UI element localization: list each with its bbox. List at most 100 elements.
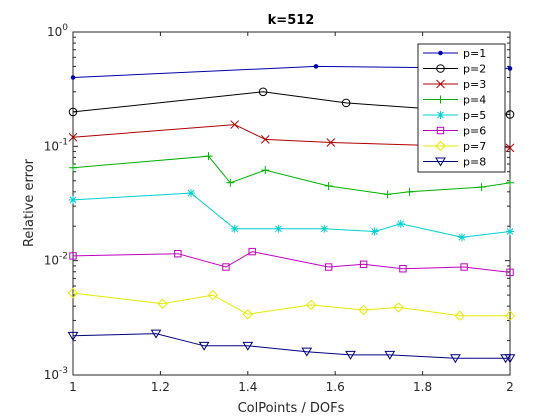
data-point <box>70 75 76 80</box>
y-tick-label: 100 <box>47 23 68 39</box>
x-tick-label: 1.8 <box>413 380 432 394</box>
series-p=8 <box>67 329 516 364</box>
data-point <box>313 64 319 69</box>
legend-label: p=6 <box>463 125 486 138</box>
legend-marker <box>436 126 445 135</box>
legend: p=1 p=2 p=3 p=4 p=5 p=6 p=7 p=8 <box>417 43 506 173</box>
data-point <box>460 263 468 271</box>
legend-marker <box>436 95 445 104</box>
data-point <box>248 247 256 256</box>
data-point <box>358 304 369 316</box>
legend-entry: p=8 <box>423 156 486 169</box>
series-p=4 <box>69 152 514 199</box>
data-point <box>226 178 235 187</box>
data-point <box>157 298 168 309</box>
legend-entry: p=1 <box>423 47 486 60</box>
legend-entry: p=2 <box>423 63 486 76</box>
y-tick-base: 10 <box>44 368 59 382</box>
data-point <box>67 287 79 299</box>
y-tick-base: 10 <box>44 254 59 268</box>
data-point <box>258 87 268 97</box>
y-tick-base: 10 <box>47 25 62 39</box>
data-point <box>305 299 317 311</box>
series-p=3 <box>68 120 515 153</box>
series-layer <box>67 64 516 364</box>
data-point <box>198 341 210 351</box>
x-tick-label: 2 <box>506 380 514 394</box>
legend-label: p=1 <box>463 47 486 60</box>
data-point <box>274 224 283 233</box>
data-point <box>186 189 195 198</box>
legend-marker <box>436 111 445 119</box>
x-tick-label: 1 <box>69 380 77 394</box>
data-point <box>393 302 404 313</box>
data-point <box>174 250 182 258</box>
series-p=7 <box>67 287 516 321</box>
legend-entry: p=5 <box>423 109 486 122</box>
legend-entry: p=4 <box>423 94 486 107</box>
chart-title: k=512 <box>268 13 315 28</box>
data-point <box>507 66 513 71</box>
series-p=5 <box>69 189 514 242</box>
legend-label: p=8 <box>463 156 486 169</box>
data-point <box>204 152 213 161</box>
data-point <box>68 107 78 117</box>
data-point <box>506 268 514 277</box>
data-point <box>506 227 514 236</box>
data-point <box>242 309 254 320</box>
data-point <box>454 310 465 321</box>
y-tick-label: 10-2 <box>44 252 68 268</box>
legend-label: p=5 <box>463 109 486 122</box>
x-axis-label: ColPoints / DOFs <box>238 401 345 416</box>
legend-marker <box>436 79 445 89</box>
data-point <box>457 233 466 242</box>
legend-marker <box>435 157 446 167</box>
data-point <box>506 178 514 187</box>
legend-label: p=4 <box>463 94 486 107</box>
data-point <box>384 350 396 360</box>
y-tick-base: 10 <box>44 139 59 153</box>
data-point <box>230 224 239 233</box>
x-tick-label: 1.6 <box>326 380 345 394</box>
data-point <box>345 350 356 360</box>
data-point <box>504 354 516 364</box>
data-point <box>383 190 392 199</box>
data-point <box>341 98 351 108</box>
legend-entry: p=3 <box>423 78 486 91</box>
data-point <box>301 347 313 357</box>
legend-label: p=2 <box>463 63 486 76</box>
y-tick-exponent: -2 <box>59 252 68 262</box>
data-point <box>67 331 79 341</box>
data-point <box>207 289 219 301</box>
y-tick-exponent: -1 <box>59 137 68 147</box>
data-point <box>324 263 333 271</box>
data-point <box>359 260 368 268</box>
legend-label: p=3 <box>463 78 486 91</box>
data-point <box>222 263 230 271</box>
data-point <box>396 219 405 228</box>
data-point <box>505 110 515 119</box>
x-tick-label: 1.2 <box>151 380 170 394</box>
series-line <box>72 292 510 317</box>
series-p=6 <box>69 247 514 277</box>
legend-entry: p=7 <box>423 140 486 153</box>
data-point <box>230 120 240 129</box>
data-point <box>242 341 254 351</box>
y-tick-exponent: -3 <box>59 366 68 376</box>
legend-marker <box>435 140 446 152</box>
data-point <box>399 265 407 273</box>
legend-label: p=7 <box>463 140 486 153</box>
series-line <box>72 333 510 359</box>
legend-box <box>417 43 506 173</box>
data-point <box>150 329 162 339</box>
data-point <box>69 195 77 204</box>
legend-marker <box>436 64 445 73</box>
y-tick-label: 10-3 <box>44 366 68 382</box>
series-line <box>72 251 511 273</box>
data-point <box>405 187 414 196</box>
x-tick-label: 1.4 <box>238 380 257 394</box>
x-axis: 1 1.2 1.4 1.6 1.8 2 <box>69 32 514 394</box>
data-point <box>504 310 516 321</box>
